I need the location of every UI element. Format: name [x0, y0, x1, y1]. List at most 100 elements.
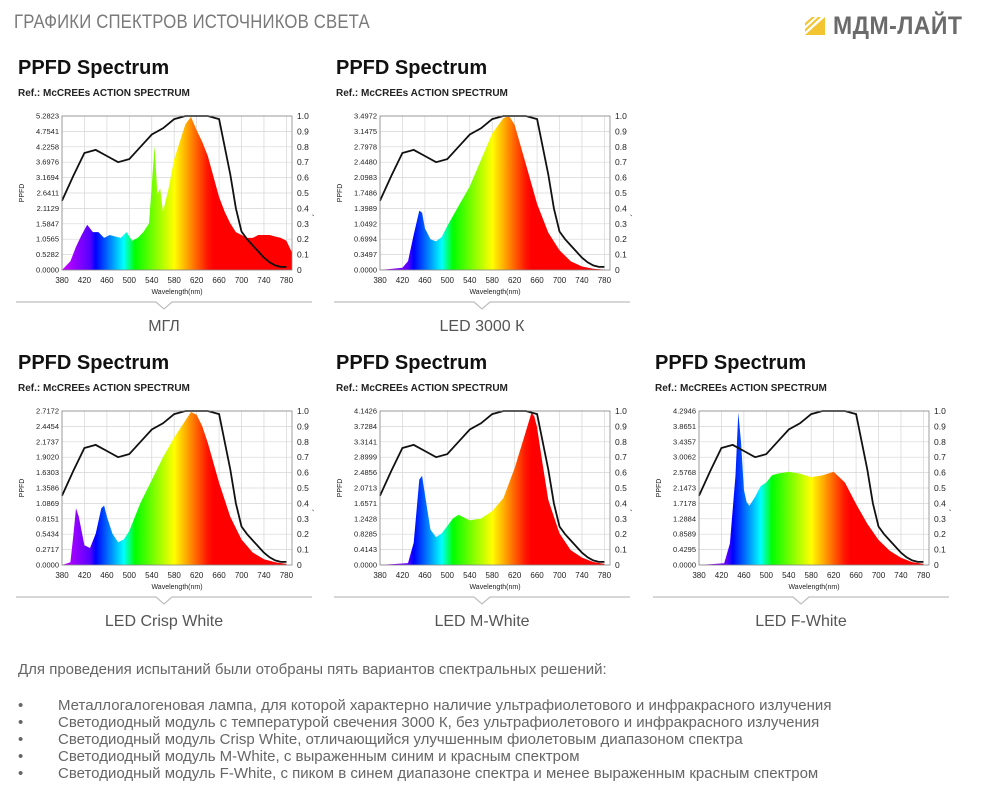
chart-caption: LED M-White: [434, 613, 530, 630]
y-tick-label: 1.3989: [354, 204, 377, 213]
y2-tick-label: 0.8: [615, 142, 627, 152]
x-tick-label: 420: [78, 571, 92, 580]
x-tick-label: 660: [530, 276, 544, 285]
y2-tick-label: 0.5: [297, 483, 309, 493]
y-tick-label: 3.4972: [354, 112, 377, 121]
y-tick-label: 3.1694: [36, 173, 59, 182]
list-item: • Металлогалогеновая лампа, для которой х…: [18, 697, 831, 714]
x-tick-label: 500: [441, 571, 455, 580]
x-tick-label: 500: [123, 571, 137, 580]
y-tick-label: 2.4480: [354, 158, 377, 167]
x-tick-label: 700: [553, 571, 567, 580]
y2-tick-label: 0.9: [615, 421, 627, 431]
x-tick-label: 620: [827, 571, 841, 580]
y-tick-label: 0.0000: [354, 266, 377, 275]
spectrum-chart: PPFD Spectrum Ref.: McCREEs ACTION SPECTR…: [334, 57, 632, 310]
y-tick-label: 0.0000: [36, 266, 59, 275]
y2-tick-label: 0.7: [615, 452, 627, 462]
y-tick-label: 0.2717: [36, 545, 59, 554]
spectrum-area: [62, 412, 287, 565]
y2-axis-label: Relative intensity: [630, 463, 632, 513]
y-tick-label: 3.4357: [673, 437, 696, 446]
x-tick-label: 740: [575, 571, 589, 580]
chart-title: PPFD Spectrum: [336, 352, 487, 374]
plot-frame: [379, 115, 611, 271]
y2-tick-label: 0.3: [934, 514, 946, 524]
x-tick-label: 620: [190, 571, 204, 580]
x-tick-label: 700: [553, 276, 567, 285]
x-tick-label: 540: [782, 571, 796, 580]
x-tick-label: 420: [715, 571, 729, 580]
y-tick-label: 0.6994: [354, 235, 377, 244]
page-title: ГРАФИКИ СПЕКТРОВ ИСТОЧНИКОВ СВЕТА: [14, 12, 370, 33]
y2-tick-label: 1.0: [934, 406, 946, 416]
list-item-text: Светодиодный модуль M-White, с выраженны…: [58, 748, 580, 765]
y-tick-label: 2.7172: [36, 407, 59, 416]
chart-panel-led-f-white: PPFD Spectrum Ref.: McCREEs ACTION SPECTR…: [651, 347, 951, 647]
y2-tick-label: 0.4: [934, 498, 946, 508]
x-tick-label: 700: [872, 571, 886, 580]
chart-panel-led-crisp-white: PPFD Spectrum Ref.: McCREEs ACTION SPECTR…: [14, 347, 314, 647]
x-tick-label: 380: [373, 571, 387, 580]
y2-tick-label: 0.7: [297, 452, 309, 462]
x-tick-label: 580: [486, 571, 500, 580]
x-tick-label: 660: [849, 571, 863, 580]
y2-tick-label: 0.1: [615, 545, 627, 555]
x-axis-label: Wavelength(nm): [151, 289, 202, 296]
y-tick-label: 1.6303: [36, 468, 59, 477]
y-axis-label: PPFD: [19, 479, 26, 498]
chart-caption: LED F-White: [755, 613, 847, 630]
plot-frame: [379, 410, 611, 566]
y2-tick-label: 0.6: [297, 468, 309, 478]
y2-tick-label: 0.6: [615, 468, 627, 478]
chart-subtitle: Ref.: McCREEs ACTION SPECTRUM: [336, 383, 508, 394]
chart-subtitle: Ref.: McCREEs ACTION SPECTRUM: [655, 383, 827, 394]
x-tick-label: 780: [598, 571, 612, 580]
list-item-text: Светодиодный модуль с температурой свече…: [58, 714, 820, 731]
x-tick-label: 700: [235, 571, 249, 580]
chart-caption: МГЛ: [148, 318, 180, 335]
chart-title: PPFD Spectrum: [336, 57, 487, 79]
y-tick-label: 2.5768: [673, 468, 696, 477]
x-tick-label: 740: [894, 571, 908, 580]
x-tick-label: 780: [917, 571, 931, 580]
spectrum-chart: PPFD Spectrum Ref.: McCREEs ACTION SPECTR…: [334, 352, 632, 605]
x-tick-label: 660: [530, 571, 544, 580]
list-item: • Светодиодный модуль F-White, с пиком в …: [18, 765, 831, 782]
y2-tick-label: 0.2: [297, 529, 309, 539]
y2-tick-label: 0.5: [615, 483, 627, 493]
y2-tick-label: 0.4: [297, 498, 309, 508]
y-tick-label: 2.0713: [354, 484, 377, 493]
y-tick-label: 3.3141: [354, 437, 377, 446]
x-tick-label: 420: [78, 276, 92, 285]
y2-tick-label: 0.7: [934, 452, 946, 462]
y-tick-label: 2.0983: [354, 173, 377, 182]
x-tick-label: 540: [463, 571, 477, 580]
y-tick-label: 3.1475: [354, 127, 377, 136]
x-tick-label: 580: [486, 276, 500, 285]
y2-tick-label: 0.4: [615, 498, 627, 508]
list-item: • Светодиодный модуль M-White, с выраженн…: [18, 748, 831, 765]
chart-title: PPFD Spectrum: [655, 352, 806, 374]
y-tick-label: 0.5282: [36, 250, 59, 259]
x-axis-label: Wavelength(nm): [151, 584, 202, 591]
spectrum-area: [62, 116, 292, 271]
y2-tick-label: 0.9: [297, 421, 309, 431]
chart-panel-led-m-white: PPFD Spectrum Ref.: McCREEs ACTION SPECTR…: [332, 347, 632, 647]
x-tick-label: 380: [55, 571, 69, 580]
chart-title: PPFD Spectrum: [18, 57, 169, 79]
x-tick-label: 660: [212, 276, 226, 285]
x-tick-label: 540: [145, 276, 159, 285]
bullet-icon: •: [18, 714, 24, 731]
y-tick-label: 2.4454: [36, 422, 59, 431]
y-tick-label: 1.2884: [673, 514, 696, 523]
y2-tick-label: 0: [297, 560, 302, 570]
y-tick-label: 4.2946: [673, 407, 696, 416]
x-tick-label: 420: [396, 571, 410, 580]
x-tick-label: 780: [598, 276, 612, 285]
logo-text: МДМ-ЛАЙТ: [833, 11, 963, 40]
spectrum-chart: PPFD Spectrum Ref.: McCREEs ACTION SPECTR…: [16, 352, 314, 605]
bullet-icon: •: [18, 765, 24, 782]
y-tick-label: 0.8589: [673, 530, 696, 539]
y2-tick-label: 0.4: [615, 203, 627, 213]
